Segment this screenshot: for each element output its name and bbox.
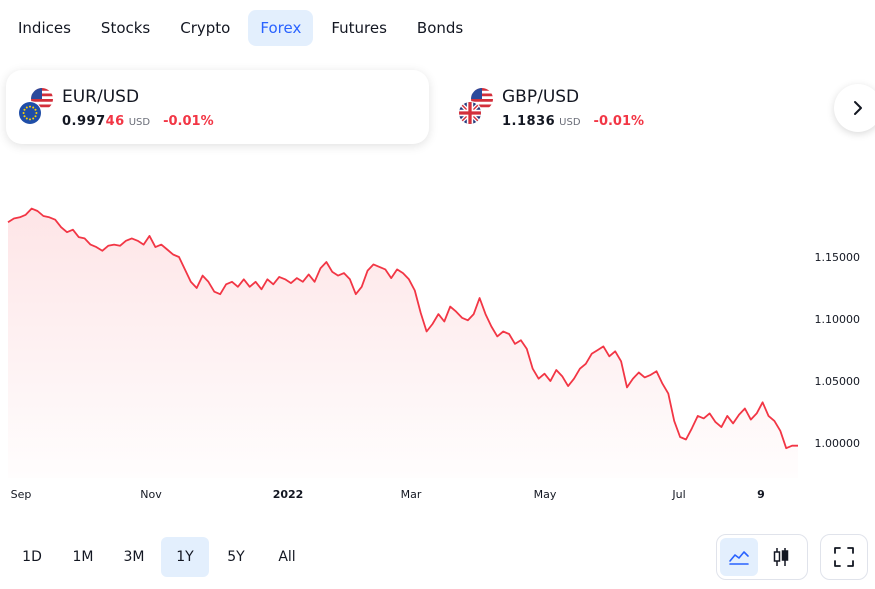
range-all-button[interactable]: All xyxy=(278,549,296,565)
next-symbols-button[interactable] xyxy=(834,84,875,132)
currency-flags xyxy=(458,87,496,127)
price-area-fill xyxy=(8,208,798,478)
price-change: -0.01% xyxy=(593,113,645,129)
y-axis-label: 1.15000 xyxy=(815,251,861,264)
area-chart-button[interactable] xyxy=(720,538,758,576)
last-price: 0.99746 xyxy=(62,113,125,129)
candlestick-chart-button[interactable] xyxy=(762,538,800,576)
market-tabs: Indices Stocks Crypto Forex Futures Bond… xyxy=(0,10,475,46)
symbol-card-eurusd[interactable]: EUR/USD 0.99746 USD -0.01% xyxy=(6,70,429,144)
eu-flag-icon xyxy=(18,101,42,125)
tab-crypto[interactable]: Crypto xyxy=(180,19,231,37)
fullscreen-icon xyxy=(834,547,854,567)
tab-futures[interactable]: Futures xyxy=(331,19,387,37)
x-axis-label: Mar xyxy=(401,488,422,501)
fullscreen-button[interactable] xyxy=(820,534,868,580)
symbol-name: EUR/USD xyxy=(62,86,140,107)
range-1d-button[interactable]: 1D xyxy=(22,549,42,565)
chevron-right-icon xyxy=(854,101,862,115)
chart-type-toggle xyxy=(716,534,808,580)
price-line xyxy=(7,207,798,450)
candlestick-icon xyxy=(773,548,789,566)
tab-forex[interactable]: Forex xyxy=(248,10,314,46)
x-axis-label: Jul xyxy=(671,488,685,501)
currency-unit: USD xyxy=(559,116,581,128)
x-axis-label: Nov xyxy=(140,488,162,501)
tab-indices[interactable]: Indices xyxy=(18,19,71,37)
x-axis-label: May xyxy=(534,488,557,501)
range-3m-button[interactable]: 3M xyxy=(123,549,145,565)
price-chart[interactable]: 1.15000 1.10000 1.05000 1.00000 Sep Nov 2022 Ma… xyxy=(0,160,875,510)
x-axis-label: Sep xyxy=(11,488,32,501)
range-5y-button[interactable]: 5Y xyxy=(227,549,245,565)
currency-unit: USD xyxy=(128,116,151,128)
x-axis-label: 9 xyxy=(757,488,765,501)
range-selector: 1D 1M 3M 1Y 5Y All xyxy=(8,537,314,577)
y-axis-label: 1.10000 xyxy=(815,313,861,326)
x-axis-label: 2022 xyxy=(273,488,304,501)
area-chart-icon xyxy=(729,551,749,565)
symbol-card-gbpusd[interactable]: GBP/USD 1.1836 USD -0.01% xyxy=(446,70,806,144)
range-1y-button[interactable]: 1Y xyxy=(161,537,209,577)
y-axis-label: 1.00000 xyxy=(815,437,861,450)
uk-flag-icon xyxy=(458,101,482,125)
symbol-name: GBP/USD xyxy=(502,86,580,107)
y-axis-label: 1.05000 xyxy=(815,375,861,388)
tab-bonds[interactable]: Bonds xyxy=(416,19,464,37)
last-price: 1.1836 xyxy=(502,113,556,129)
us-flag-icon xyxy=(470,87,494,111)
tab-stocks[interactable]: Stocks xyxy=(100,19,151,37)
range-1m-button[interactable]: 1M xyxy=(72,549,94,565)
currency-flags xyxy=(18,87,56,127)
price-change: -0.01% xyxy=(163,113,214,129)
